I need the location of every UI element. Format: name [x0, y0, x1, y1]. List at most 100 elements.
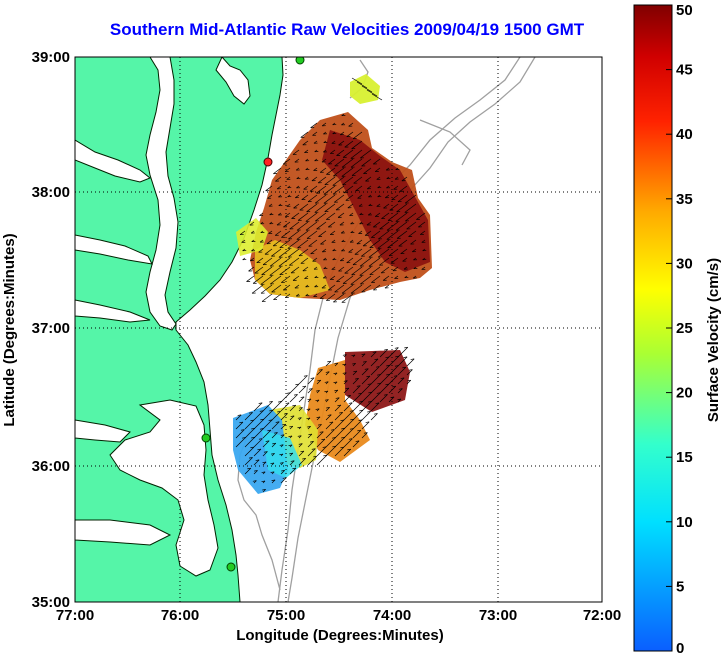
velocity-arrow — [235, 429, 245, 439]
velocity-arrow — [378, 230, 390, 240]
velocity-arrow-head — [259, 428, 264, 430]
velocity-arrow — [307, 448, 316, 457]
velocity-arrow — [253, 470, 258, 475]
velocity-arrow-head — [281, 470, 285, 472]
velocity-arrow — [244, 428, 255, 439]
velocity-arrow — [385, 194, 390, 199]
velocity-arrow — [326, 212, 336, 220]
velocity-arrow — [361, 85, 373, 93]
colorbar-tick-label: 50 — [676, 2, 693, 19]
velocity-arrow-head — [317, 379, 321, 382]
velocity-arrow — [352, 410, 363, 421]
velocity-arrow — [319, 167, 327, 173]
velocity-arrow — [352, 440, 360, 448]
velocity-arrow — [376, 203, 381, 207]
velocity-arrow — [420, 230, 426, 235]
velocity-arrow-head — [394, 347, 399, 349]
velocity-arrow-head — [270, 462, 275, 465]
velocity-arrow — [289, 257, 300, 266]
velocity-arrow-head — [288, 444, 293, 446]
colorbar-tick-label: 45 — [676, 62, 693, 79]
velocity-arrow — [343, 448, 352, 457]
velocity-arrow — [311, 176, 318, 182]
velocity-arrow — [339, 221, 345, 226]
velocity-arrow-head — [272, 442, 276, 445]
velocity-arrow — [374, 167, 381, 172]
velocity-arrow — [289, 404, 297, 412]
velocity-arrow-head — [269, 401, 273, 403]
velocity-arrow-head — [386, 373, 390, 376]
velocity-arrow — [334, 446, 345, 457]
velocity-arrow — [371, 275, 381, 283]
velocity-arrow — [294, 158, 300, 163]
velocity-arrow — [278, 257, 291, 267]
velocity-arrow — [412, 248, 417, 253]
velocity-arrow — [342, 176, 354, 186]
velocity-arrow — [248, 266, 255, 272]
velocity-arrow-head — [273, 432, 278, 434]
velocity-arrow-head — [318, 369, 323, 371]
velocity-arrow — [316, 221, 327, 230]
velocity-arrow — [371, 93, 383, 101]
velocity-arrow-head — [402, 366, 406, 369]
velocity-arrow-head — [404, 346, 408, 349]
velocity-arrow-head — [241, 437, 246, 439]
x-tick-label: 72:00 — [583, 607, 621, 624]
velocity-arrow — [421, 239, 426, 243]
velocity-arrow-head — [251, 427, 255, 430]
velocity-arrow — [382, 275, 390, 281]
velocity-arrow — [351, 167, 363, 176]
velocity-arrow — [343, 185, 354, 194]
velocity-arrow — [289, 452, 294, 457]
velocity-arrow-head — [397, 398, 402, 401]
velocity-arrow — [261, 293, 273, 302]
velocity-arrow — [321, 122, 327, 127]
velocity-arrow — [341, 284, 354, 294]
velocity-arrow — [286, 176, 291, 180]
velocity-arrow-head — [315, 399, 320, 402]
velocity-arrow — [379, 221, 390, 230]
velocity-arrow — [251, 284, 264, 294]
velocity-arrow — [331, 140, 336, 144]
velocity-arrow — [276, 221, 282, 226]
velocity-arrow-head — [383, 394, 388, 396]
velocity-arrow-head — [332, 445, 336, 448]
velocity-arrow — [370, 374, 381, 385]
velocity-arrow — [321, 284, 327, 289]
velocity-arrow — [253, 438, 263, 448]
velocity-arrow-head — [392, 385, 396, 388]
velocity-arrow-head — [323, 454, 327, 457]
velocity-arrow-head — [352, 363, 356, 365]
velocity-arrow — [330, 149, 336, 154]
velocity-arrow-head — [333, 381, 338, 383]
velocity-arrow — [395, 221, 408, 231]
velocity-arrow-head — [300, 450, 304, 453]
velocity-arrow-head — [359, 401, 363, 403]
velocity-arrow — [298, 248, 309, 257]
velocity-arrow — [361, 383, 372, 394]
velocity-arrow — [352, 392, 363, 403]
velocity-arrow — [271, 442, 277, 448]
velocity-arrow-head — [258, 402, 263, 404]
velocity-arrow-head — [292, 404, 296, 407]
velocity-arrow — [334, 419, 345, 430]
velocity-patch-north-dark — [322, 130, 430, 272]
y-axis: 39:00 38:00 37:00 36:00 35:00 Latitude (… — [1, 49, 70, 611]
velocity-arrow — [271, 411, 281, 421]
colorbar: 0 5 10 15 20 25 30 35 40 45 50 Surface Velocity (c… — [633, 2, 722, 657]
velocity-arrow — [352, 419, 363, 430]
velocity-arrow — [306, 230, 318, 239]
velocity-arrow — [398, 239, 408, 247]
velocity-arrow — [328, 158, 336, 165]
station-marker — [295, 57, 305, 65]
velocity-arrow — [387, 239, 399, 249]
velocity-arrow — [348, 248, 354, 253]
velocity-arrow-head — [295, 383, 299, 386]
velocity-patch-north-yellow — [236, 218, 268, 256]
velocity-arrow — [266, 239, 273, 245]
velocity-arrow — [280, 434, 285, 439]
velocity-arrow — [235, 421, 244, 430]
velocity-arrow — [410, 239, 417, 245]
velocity-arrow — [352, 370, 358, 376]
